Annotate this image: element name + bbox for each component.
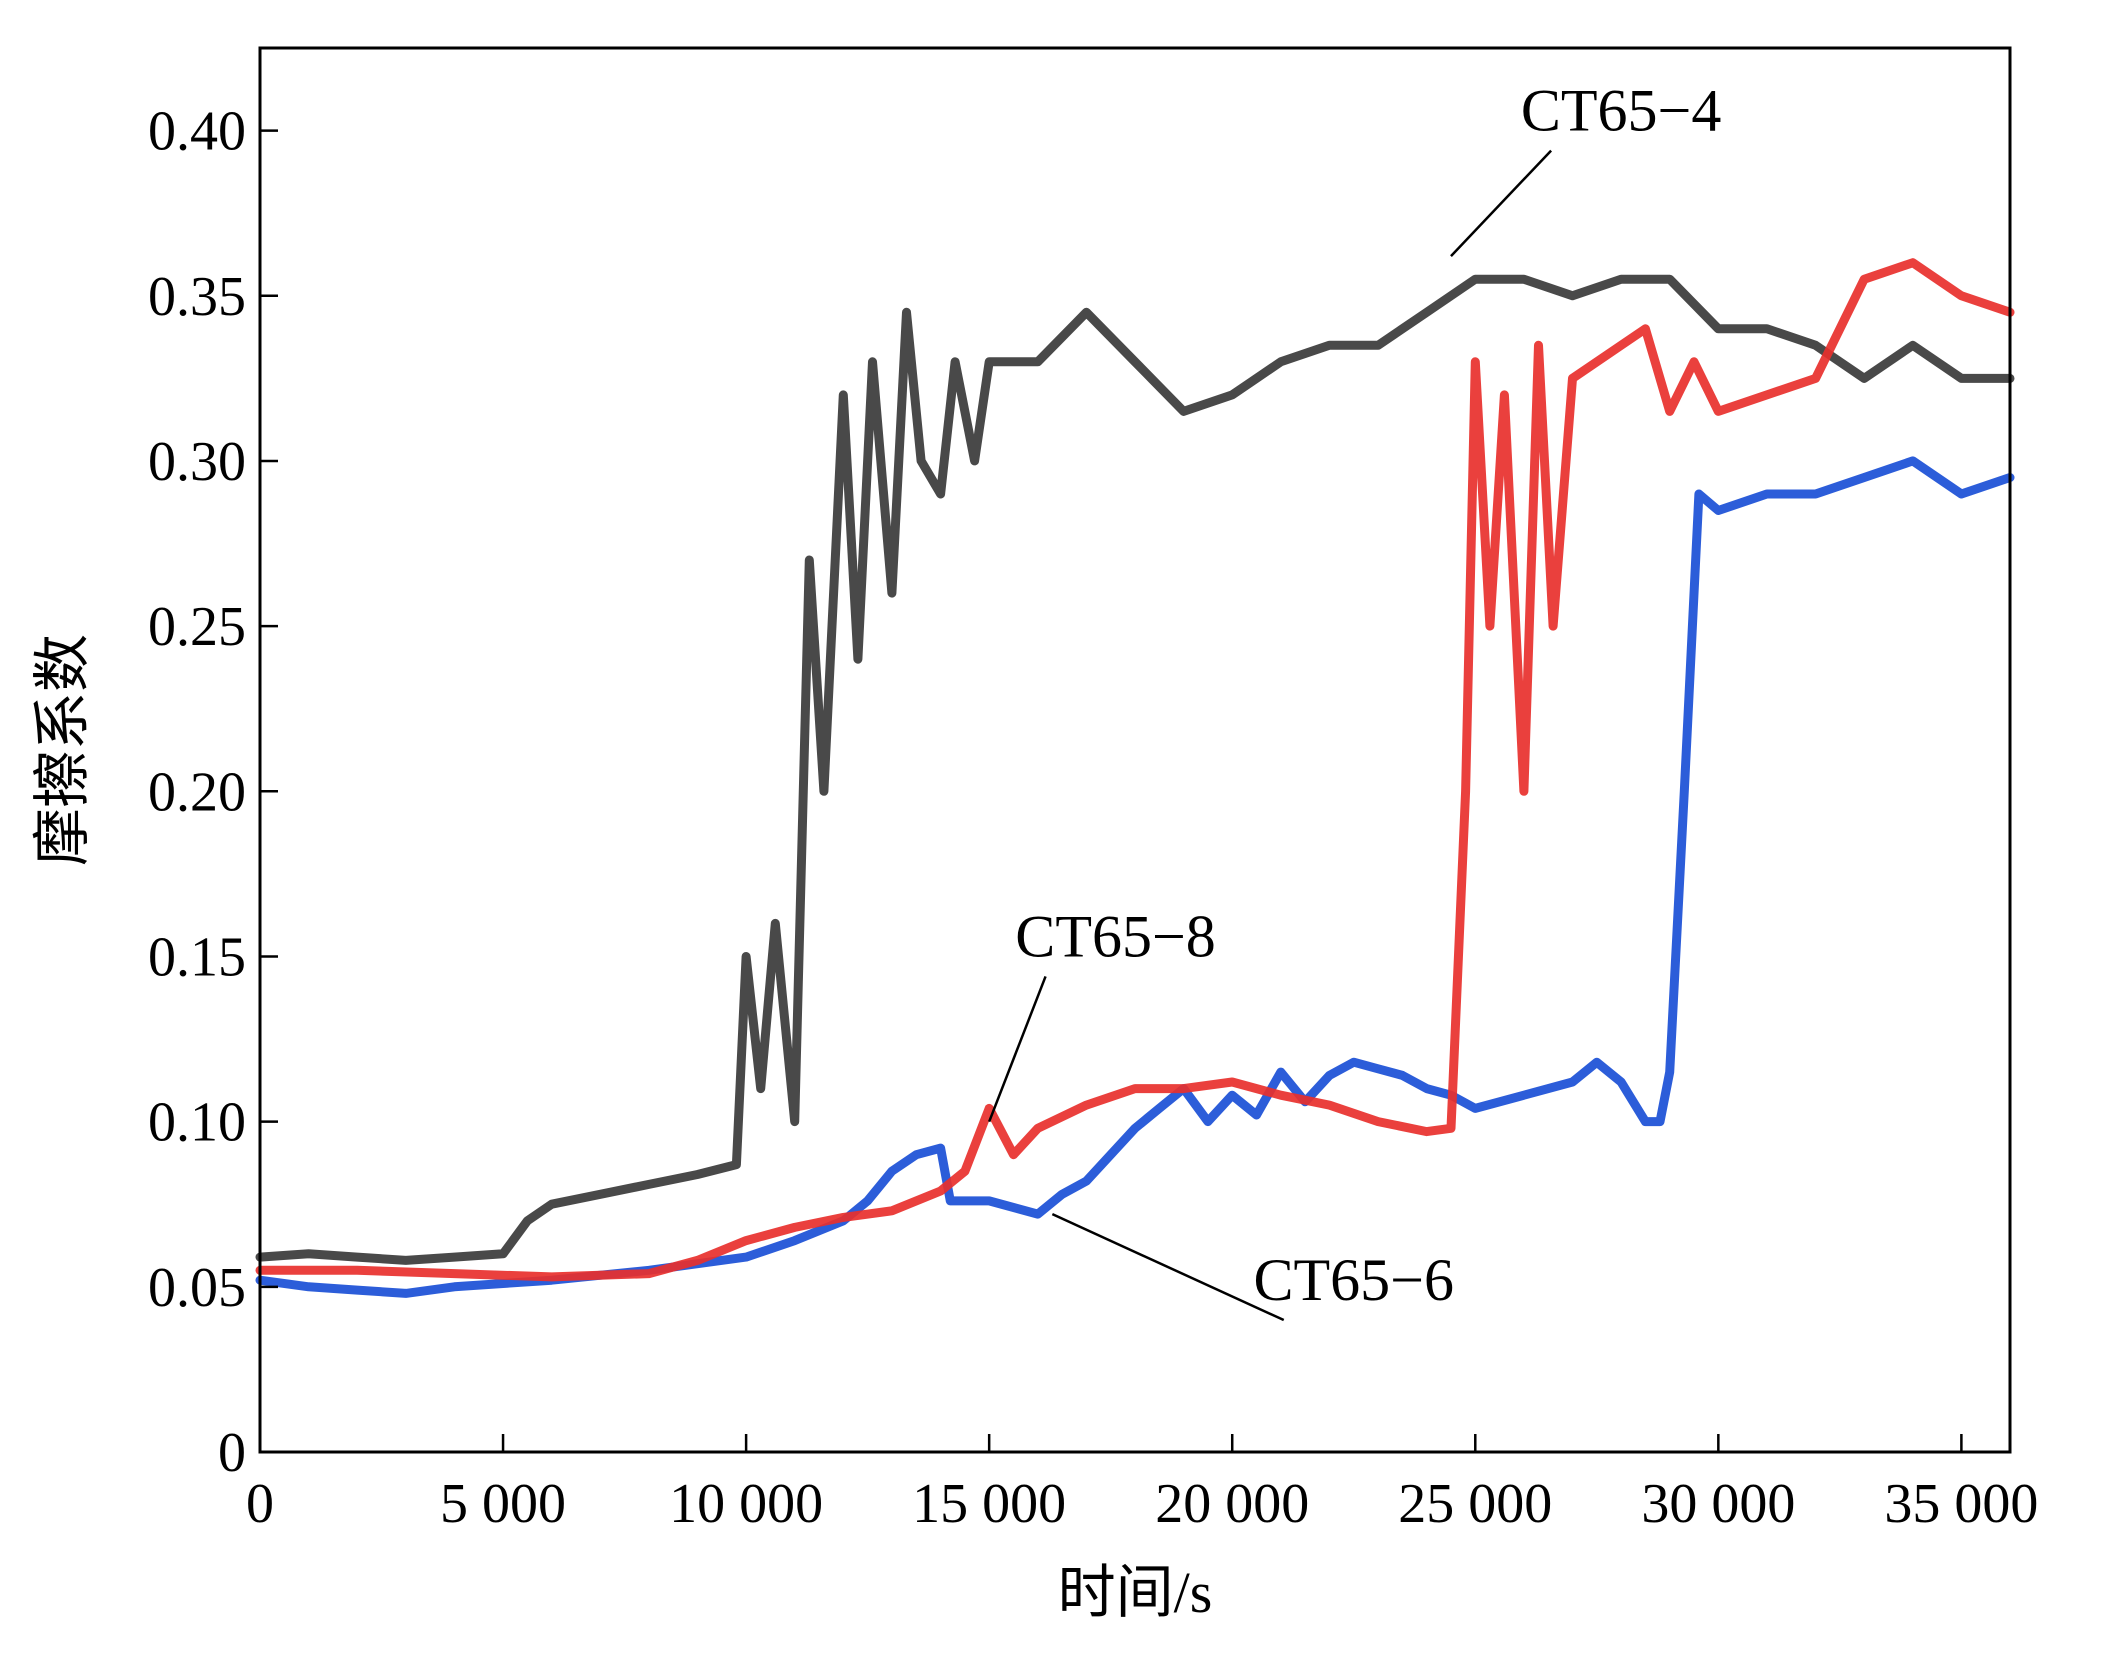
y-tick-label: 0.20 (148, 761, 246, 823)
x-tick-label: 30 000 (1641, 1473, 1795, 1535)
y-tick-label: 0.10 (148, 1092, 246, 1154)
series-layer (255, 258, 2015, 1298)
annotation-leader (1450, 149, 1553, 257)
x-tick-label: 20 000 (1155, 1473, 1309, 1535)
annotation-leader (988, 976, 1047, 1123)
x-tick-label: 0 (246, 1473, 274, 1535)
x-tick-label: 35 000 (1884, 1473, 2038, 1535)
series-line-ct65-8 (255, 258, 2015, 1282)
annotation-layer: CT65−4 CT65−8 CT65−6 (988, 78, 1722, 1322)
series-line-ct65-6 (255, 456, 2015, 1298)
x-tick-label: 15 000 (912, 1473, 1066, 1535)
x-axis-title: 时间/s (1058, 1560, 1213, 1625)
plot-frame (258, 46, 2012, 1454)
y-tick-label: 0.40 (148, 101, 246, 163)
y-tick-label: 0 (218, 1422, 246, 1484)
axis-layer: 0 5 000 10 000 15 000 20 000 25 000 30 000 35 0… (148, 101, 2038, 1535)
annotation-leader (1051, 1213, 1285, 1322)
y-tick-label: 0.30 (148, 431, 246, 493)
annotation-label-ct65-8: CT65−8 (1015, 903, 1216, 969)
x-tick-label: 25 000 (1398, 1473, 1552, 1535)
y-tick-label: 0.05 (148, 1257, 246, 1319)
y-tick-label: 0.15 (148, 926, 246, 988)
x-tick-label: 5 000 (440, 1473, 566, 1535)
y-tick-label: 0.25 (148, 596, 246, 658)
x-tick-label: 10 000 (669, 1473, 823, 1535)
y-axis-title: 摩擦系数 (30, 634, 95, 866)
y-tick-label: 0.35 (148, 266, 246, 328)
annotation-label-ct65-6: CT65−6 (1253, 1247, 1454, 1313)
series-line-ct65-4 (255, 274, 2015, 1265)
annotation-label-ct65-4: CT65−4 (1521, 78, 1722, 144)
